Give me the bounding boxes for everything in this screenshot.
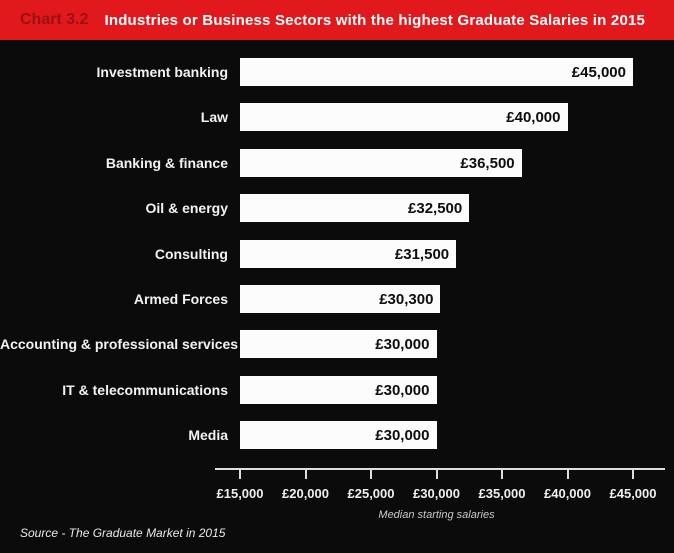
bar: £30,000	[240, 330, 437, 358]
x-axis-tick-label: £35,000	[478, 486, 526, 501]
category-label: Oil & energy	[145, 200, 228, 216]
chart-number-badge: Chart 3.2	[20, 11, 89, 28]
x-axis-title: Median starting salaries	[378, 509, 495, 521]
value-label: £45,000	[571, 63, 626, 81]
bar: £31,500	[240, 240, 457, 268]
value-label: £32,500	[408, 199, 463, 217]
category-label: Banking & finance	[105, 155, 228, 171]
x-axis-tick	[435, 468, 438, 479]
source-note: Source - The Graduate Market in 2015	[20, 526, 226, 540]
x-axis-tick	[632, 468, 634, 479]
category-label: Consulting	[154, 246, 228, 262]
chart-title: Industries or Business Sectors with the …	[104, 11, 646, 29]
category-label: Accounting & professional services	[0, 336, 239, 352]
bar: £45,000	[240, 58, 633, 86]
bar: £30,000	[240, 421, 437, 449]
bar: £36,500	[240, 149, 522, 177]
value-label: £31,500	[394, 245, 450, 263]
x-axis-tick-label: £20,000	[282, 486, 329, 501]
category-label: Investment banking	[96, 64, 228, 80]
x-axis-tick	[501, 468, 503, 479]
category-label: Law	[200, 109, 228, 125]
bar: £32,500	[240, 194, 470, 222]
category-label: Media	[188, 427, 228, 443]
x-axis-tick	[370, 468, 372, 479]
bar: £30,000	[240, 376, 437, 404]
x-axis-tick-label: £40,000	[544, 486, 591, 501]
value-label: £40,000	[506, 108, 561, 126]
value-label: £30,000	[375, 335, 430, 353]
x-axis-tick	[239, 468, 241, 479]
value-label: £30,000	[375, 381, 430, 399]
category-label: Armed Forces	[133, 291, 228, 307]
value-label: £30,300	[379, 290, 434, 308]
category-label: IT & telecommunications	[62, 382, 228, 398]
x-axis-tick-label: £45,000	[609, 486, 657, 501]
chart-header: Chart 3.2 Industries or Business Sectors…	[0, 0, 674, 40]
x-axis-line	[215, 468, 665, 470]
bar: £40,000	[240, 103, 568, 131]
value-label: £36,500	[460, 154, 515, 172]
x-axis-tick	[566, 468, 569, 479]
x-axis-tick	[304, 468, 307, 479]
x-axis-tick-label: £30,000	[413, 486, 460, 501]
bar: £30,300	[240, 285, 441, 313]
x-axis-tick-label: £25,000	[347, 486, 395, 501]
x-axis-tick-label: £15,000	[216, 486, 264, 501]
value-label: £30,000	[375, 426, 430, 444]
